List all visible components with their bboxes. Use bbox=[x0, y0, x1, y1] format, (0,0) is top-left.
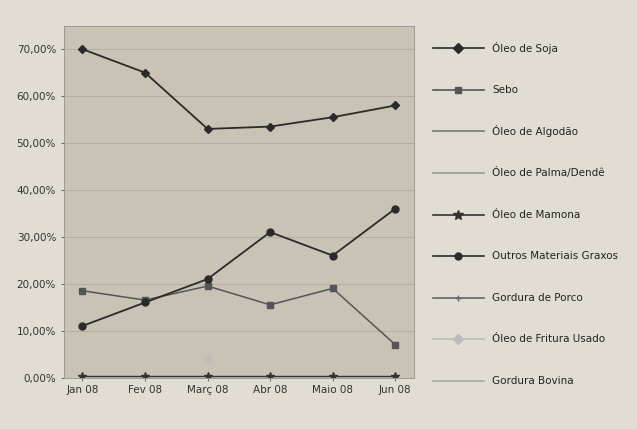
Text: Gordura de Porco: Gordura de Porco bbox=[492, 293, 583, 302]
Óleo de Mamona bbox=[392, 374, 399, 379]
Sebo bbox=[392, 342, 399, 347]
Text: Sebo: Sebo bbox=[492, 85, 518, 95]
Text: Outros Materiais Graxos: Outros Materiais Graxos bbox=[492, 251, 618, 261]
Line: Óleo de Soja: Óleo de Soja bbox=[80, 46, 398, 132]
Line: Óleo de Mamona: Óleo de Mamona bbox=[78, 372, 399, 380]
Óleo de Soja bbox=[204, 127, 211, 132]
Óleo de Mamona bbox=[329, 374, 336, 379]
Óleo de Soja bbox=[141, 70, 149, 75]
Óleo de Soja bbox=[78, 47, 86, 52]
Outros Materiais Graxos bbox=[392, 206, 399, 211]
Outros Materiais Graxos bbox=[78, 323, 86, 329]
Sebo bbox=[141, 298, 149, 303]
Line: Outros Materiais Graxos: Outros Materiais Graxos bbox=[79, 205, 399, 329]
Óleo de Soja bbox=[392, 103, 399, 108]
Sebo bbox=[266, 302, 274, 308]
Óleo de Mamona bbox=[141, 374, 149, 379]
Sebo bbox=[329, 286, 336, 291]
Sebo bbox=[204, 284, 211, 289]
Outros Materiais Graxos bbox=[266, 230, 274, 235]
Óleo de Soja bbox=[329, 115, 336, 120]
Óleo de Mamona bbox=[78, 374, 86, 379]
Sebo bbox=[78, 288, 86, 293]
Óleo de Mamona bbox=[204, 374, 211, 379]
Óleo de Soja bbox=[266, 124, 274, 129]
Outros Materiais Graxos bbox=[141, 300, 149, 305]
Text: Óleo de Mamona: Óleo de Mamona bbox=[492, 209, 580, 220]
Outros Materiais Graxos bbox=[204, 276, 211, 281]
Óleo de Mamona bbox=[266, 374, 274, 379]
Outros Materiais Graxos bbox=[329, 253, 336, 258]
Text: Óleo de Fritura Usado: Óleo de Fritura Usado bbox=[492, 334, 605, 344]
Text: Óleo de Soja: Óleo de Soja bbox=[492, 42, 558, 54]
Text: Gordura Bovina: Gordura Bovina bbox=[492, 375, 574, 386]
Text: Óleo de Algodão: Óleo de Algodão bbox=[492, 126, 578, 137]
Line: Sebo: Sebo bbox=[80, 283, 398, 347]
Text: Óleo de Palma/Dendê: Óleo de Palma/Dendê bbox=[492, 167, 605, 178]
